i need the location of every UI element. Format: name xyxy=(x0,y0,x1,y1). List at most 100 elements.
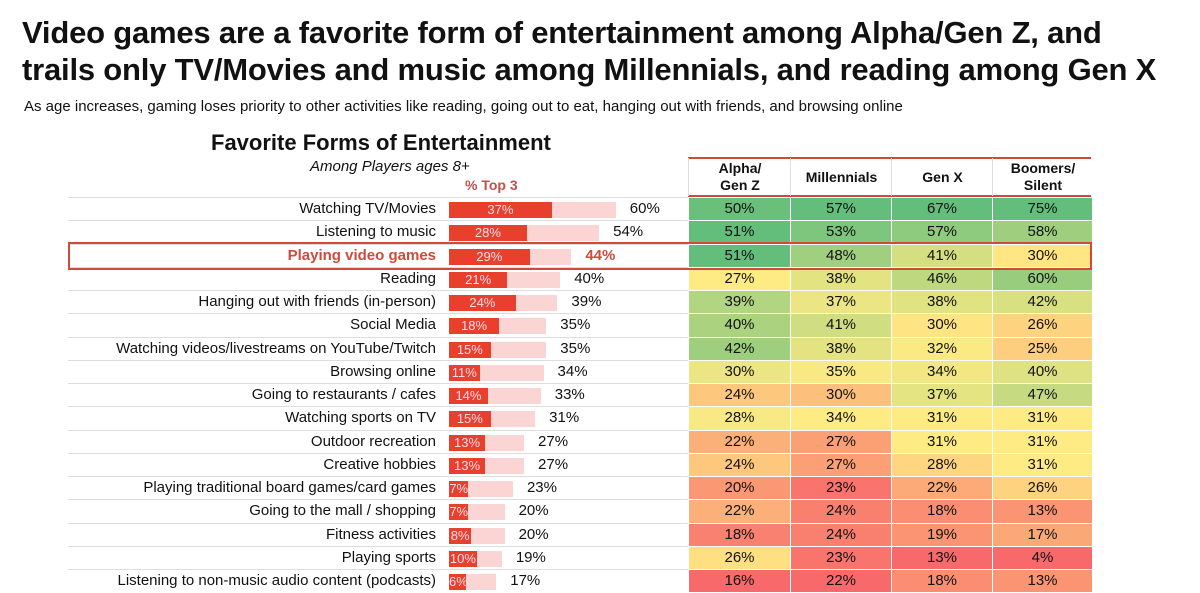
heatmap-cell: 16% xyxy=(688,569,790,593)
heatmap-cell: 27% xyxy=(790,452,891,476)
category-label: Listening to non-music audio content (po… xyxy=(117,572,436,589)
bar-row: Hanging out with friends (in-person) 24%… xyxy=(68,290,688,314)
bar-top3-label: 27% xyxy=(538,455,569,473)
column-header: Millennials xyxy=(790,158,892,196)
heatmap-cell: 27% xyxy=(688,266,790,290)
bar-top1-label: 6% xyxy=(449,574,466,589)
header-rule-top xyxy=(688,157,1091,159)
bar-top1-label: 15% xyxy=(456,341,483,357)
heatmap-cell: 26% xyxy=(992,476,1092,500)
heatmap-cell: 17% xyxy=(992,522,1092,546)
heatmap-cell: 53% xyxy=(790,220,891,244)
bar-top3-label: 40% xyxy=(574,269,605,287)
heatmap-cell: 31% xyxy=(891,406,992,430)
heatmap-cell: 24% xyxy=(688,452,790,476)
heatmap-cell: 31% xyxy=(891,429,992,453)
heatmap-cell: 47% xyxy=(992,383,1092,407)
bar-top1: 7% xyxy=(449,481,469,497)
heatmap-cell: 38% xyxy=(790,266,891,290)
bar-row: Playing traditional board games/card gam… xyxy=(68,476,688,500)
heatmap-cell: 75% xyxy=(992,197,1092,221)
heatmap-cell: 48% xyxy=(790,243,891,267)
bar-top1-label: 15% xyxy=(456,411,483,427)
column-header: Alpha/ Gen Z xyxy=(688,158,791,196)
heatmap-cell: 31% xyxy=(992,406,1092,430)
bar-top1-label: 8% xyxy=(450,527,470,543)
heatmap-cell: 30% xyxy=(992,243,1092,267)
bar-row: Reading 21% 40% xyxy=(68,266,688,291)
chart-title: Favorite Forms of Entertainment xyxy=(211,130,551,155)
bar-top3-label: 19% xyxy=(515,548,546,566)
bar-top3-label: 34% xyxy=(557,362,588,380)
bar-top1: 37% xyxy=(449,202,552,218)
bar-row: Social Media 18% 35% xyxy=(68,313,688,337)
heatmap-cell: 38% xyxy=(891,290,992,314)
heatmap-cell: 40% xyxy=(688,313,790,337)
bar-top1: 15% xyxy=(449,411,491,428)
bar-top1-label: 11% xyxy=(451,364,477,380)
bar-top3-label: 23% xyxy=(526,479,557,496)
category-label: Social Media xyxy=(350,316,436,334)
bar-top3-label: 35% xyxy=(560,316,591,334)
bar-row: Listening to music 28% 54% xyxy=(68,220,688,244)
category-label: Outdoor recreation xyxy=(310,432,436,450)
bar-top3-label: 35% xyxy=(560,339,591,357)
category-label: Fitness activities xyxy=(325,525,436,543)
bar-top3-label: 27% xyxy=(538,432,569,450)
category-label: Going to the mall / shopping xyxy=(249,502,436,520)
heatmap-cell: 18% xyxy=(688,522,790,546)
heatmap-cell: 28% xyxy=(688,406,790,430)
bar-top1-label: 7% xyxy=(449,481,469,496)
heatmap-cell: 4% xyxy=(992,545,1092,569)
bar-top1: 29% xyxy=(449,248,530,265)
heatmap-cell: 22% xyxy=(790,569,891,593)
bar-top3-label: 20% xyxy=(518,502,549,520)
heatmap-cell: 41% xyxy=(790,313,891,337)
bar-top1: 11% xyxy=(449,364,480,381)
heatmap-cell: 22% xyxy=(688,499,790,523)
heatmap-cell: 31% xyxy=(992,429,1092,453)
bar-row: Outdoor recreation 13% 27% xyxy=(68,429,688,454)
heatmap-cell: 51% xyxy=(688,220,790,244)
bar-top1: 24% xyxy=(449,295,516,311)
heatmap-cell: 30% xyxy=(891,313,992,337)
bar-top3-label: 33% xyxy=(554,386,585,403)
bar-top1: 8% xyxy=(449,527,472,544)
bar-top1: 15% xyxy=(449,341,491,358)
bar-top1-label: 7% xyxy=(449,504,469,520)
bar-top1: 13% xyxy=(449,457,486,474)
bar-row: Playing sports 10% 19% xyxy=(68,545,688,570)
header-rule-bottom xyxy=(688,195,1091,197)
heatmap-cell: 39% xyxy=(688,290,790,314)
heatmap-cell: 23% xyxy=(790,476,891,500)
bar-top3-label: 20% xyxy=(518,525,549,543)
title-line-2: trails only TV/Movies and music among Mi… xyxy=(22,52,1157,87)
category-label: Playing video games xyxy=(287,246,436,264)
bar-row: Listening to non-music audio content (po… xyxy=(68,569,688,593)
heatmap-cell: 57% xyxy=(790,197,891,221)
page-title: Video games are a favorite form of enter… xyxy=(22,14,1156,88)
bar-top1-label: 37% xyxy=(487,202,514,217)
heatmap-cell: 60% xyxy=(992,266,1092,290)
bar-top1: 21% xyxy=(449,271,508,288)
heatmap-cell: 35% xyxy=(790,359,891,383)
bar-row: Going to restaurants / cafes 14% 33% xyxy=(68,383,688,407)
heatmap-cell: 38% xyxy=(790,336,891,360)
heatmap-cell: 18% xyxy=(891,569,992,593)
category-label: Hanging out with friends (in-person) xyxy=(198,293,436,310)
heatmap-cell: 30% xyxy=(790,383,891,407)
bar-top3-label: 17% xyxy=(510,572,541,589)
heatmap-cell: 50% xyxy=(688,197,790,221)
heatmap-cell: 26% xyxy=(688,545,790,569)
heatmap-cell: 37% xyxy=(790,290,891,314)
heatmap-cell: 13% xyxy=(992,499,1092,523)
heatmap-cell: 34% xyxy=(891,359,992,383)
heatmap-cell: 22% xyxy=(688,429,790,453)
category-label: Creative hobbies xyxy=(323,455,436,473)
heatmap-cell: 41% xyxy=(891,243,992,267)
heatmap-cell: 42% xyxy=(688,336,790,360)
heatmap-cell: 32% xyxy=(891,336,992,360)
category-label: Playing traditional board games/card gam… xyxy=(143,479,436,496)
bar-row: Fitness activities 8% 20% xyxy=(68,522,688,547)
heatmap-cell: 37% xyxy=(891,383,992,407)
